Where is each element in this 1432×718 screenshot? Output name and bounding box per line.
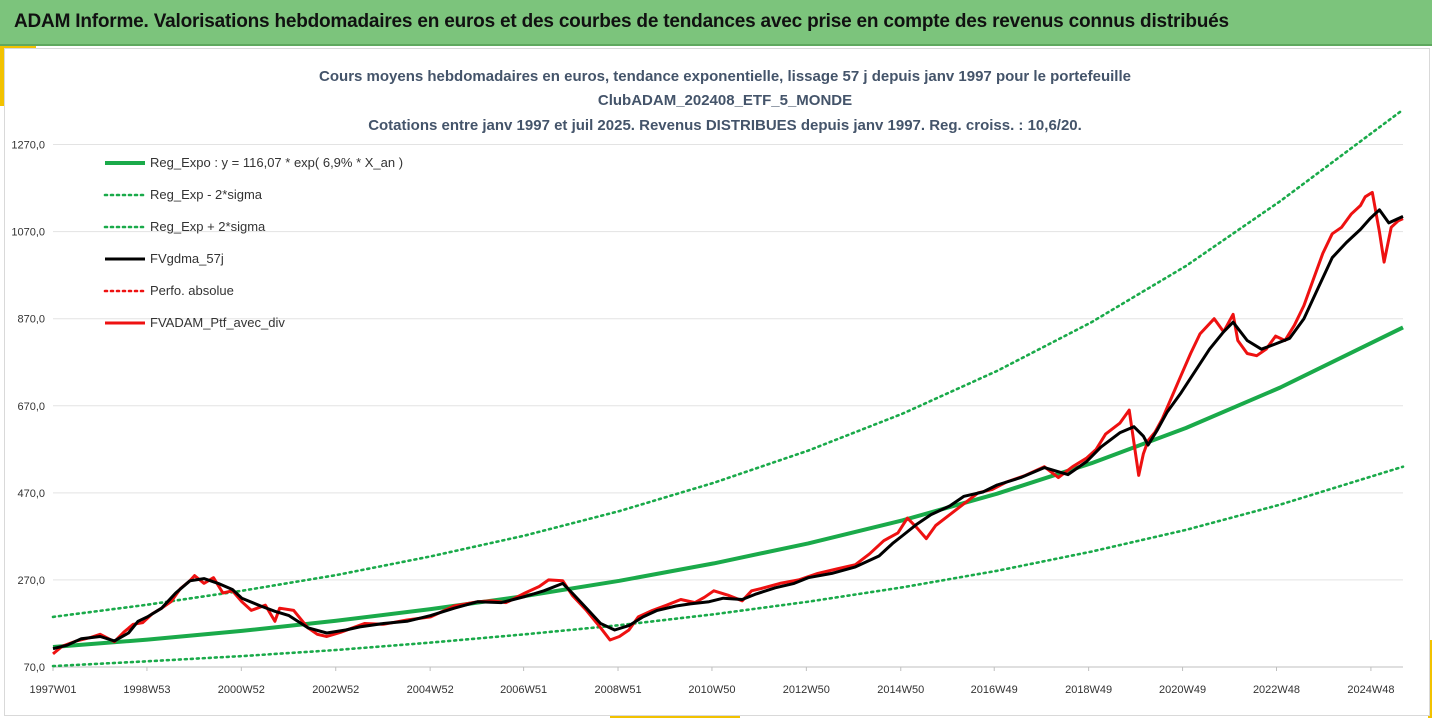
grid-lines — [53, 144, 1403, 668]
x-tick-label: 2022W48 — [1253, 684, 1300, 696]
x-tick-label: 2000W52 — [218, 684, 265, 696]
y-tick-label: 870,0 — [17, 314, 45, 326]
chart-legend: Reg_Expo : y = 116,07 * exp( 6,9% * X_an… — [103, 155, 403, 330]
legend-label-3: Reg_Exp + 2*sigma — [150, 219, 266, 234]
y-tick-label: 1270,0 — [11, 140, 45, 152]
chart-frame: Cours moyens hebdomadaires en euros, ten… — [4, 48, 1430, 716]
x-tick-label: 2018W49 — [1065, 684, 1112, 696]
y-axis-ticks: 70,0 270,0 470,0 670,0 870,0 1070,0 1270,0 — [11, 140, 45, 674]
series-line-3 — [51, 108, 1405, 619]
x-tick-label: 2004W52 — [407, 684, 454, 696]
series-line-4 — [52, 208, 1404, 651]
series-line-2 — [51, 465, 1405, 668]
accent-bar-left — [0, 46, 4, 106]
x-tick-label: 2020W49 — [1159, 684, 1206, 696]
chart-title-line-1: Cours moyens hebdomadaires en euros, ten… — [319, 68, 1131, 85]
x-tick-label: 2016W49 — [971, 684, 1018, 696]
x-tick-label: 1997W01 — [29, 684, 76, 696]
y-tick-label: 670,0 — [17, 401, 45, 413]
chart-series — [51, 108, 1405, 668]
trend-chart: Cours moyens hebdomadaires en euros, ten… — [11, 68, 1405, 696]
legend-label-1: Reg_Expo : y = 116,07 * exp( 6,9% * X_an… — [150, 155, 403, 170]
x-tick-label: 2010W50 — [688, 684, 735, 696]
x-tick-label: 2012W50 — [783, 684, 830, 696]
report-title: ADAM Informe. Valorisations hebdomadaire… — [14, 11, 1229, 32]
accent-bar-bottom — [610, 714, 740, 718]
x-tick-label: 2006W51 — [500, 684, 547, 696]
y-tick-label: 470,0 — [17, 488, 45, 500]
x-axis-ticks: 1997W01 1998W53 2000W52 2002W52 2004W52 2006W… — [29, 667, 1394, 696]
series-line-6 — [52, 190, 1404, 656]
legend-label-2: Reg_Exp - 2*sigma — [150, 187, 263, 202]
x-tick-label: 1998W53 — [123, 684, 170, 696]
chart-title-line-3: Cotations entre janv 1997 et juil 2025. … — [368, 117, 1082, 134]
series-line-1 — [52, 325, 1404, 649]
accent-bar-bottom-right — [1428, 640, 1432, 718]
report-banner: ADAM Informe. Valorisations hebdomadaire… — [0, 0, 1432, 46]
x-tick-label: 2008W51 — [594, 684, 641, 696]
chart-title: Cours moyens hebdomadaires en euros, ten… — [319, 68, 1131, 134]
x-tick-label: 2002W52 — [312, 684, 359, 696]
legend-label-5: Perfo. absolue — [150, 283, 234, 298]
y-tick-label: 270,0 — [17, 575, 45, 587]
x-tick-label: 2014W50 — [877, 684, 924, 696]
legend-label-6: FVADAM_Ptf_avec_div — [150, 315, 285, 330]
chart-title-line-2: ClubADAM_202408_ETF_5_MONDE — [598, 92, 852, 109]
legend-label-4: FVgdma_57j — [150, 251, 224, 266]
x-tick-label: 2024W48 — [1347, 684, 1394, 696]
y-tick-label: 1070,0 — [11, 227, 45, 239]
y-tick-label: 70,0 — [24, 662, 45, 674]
